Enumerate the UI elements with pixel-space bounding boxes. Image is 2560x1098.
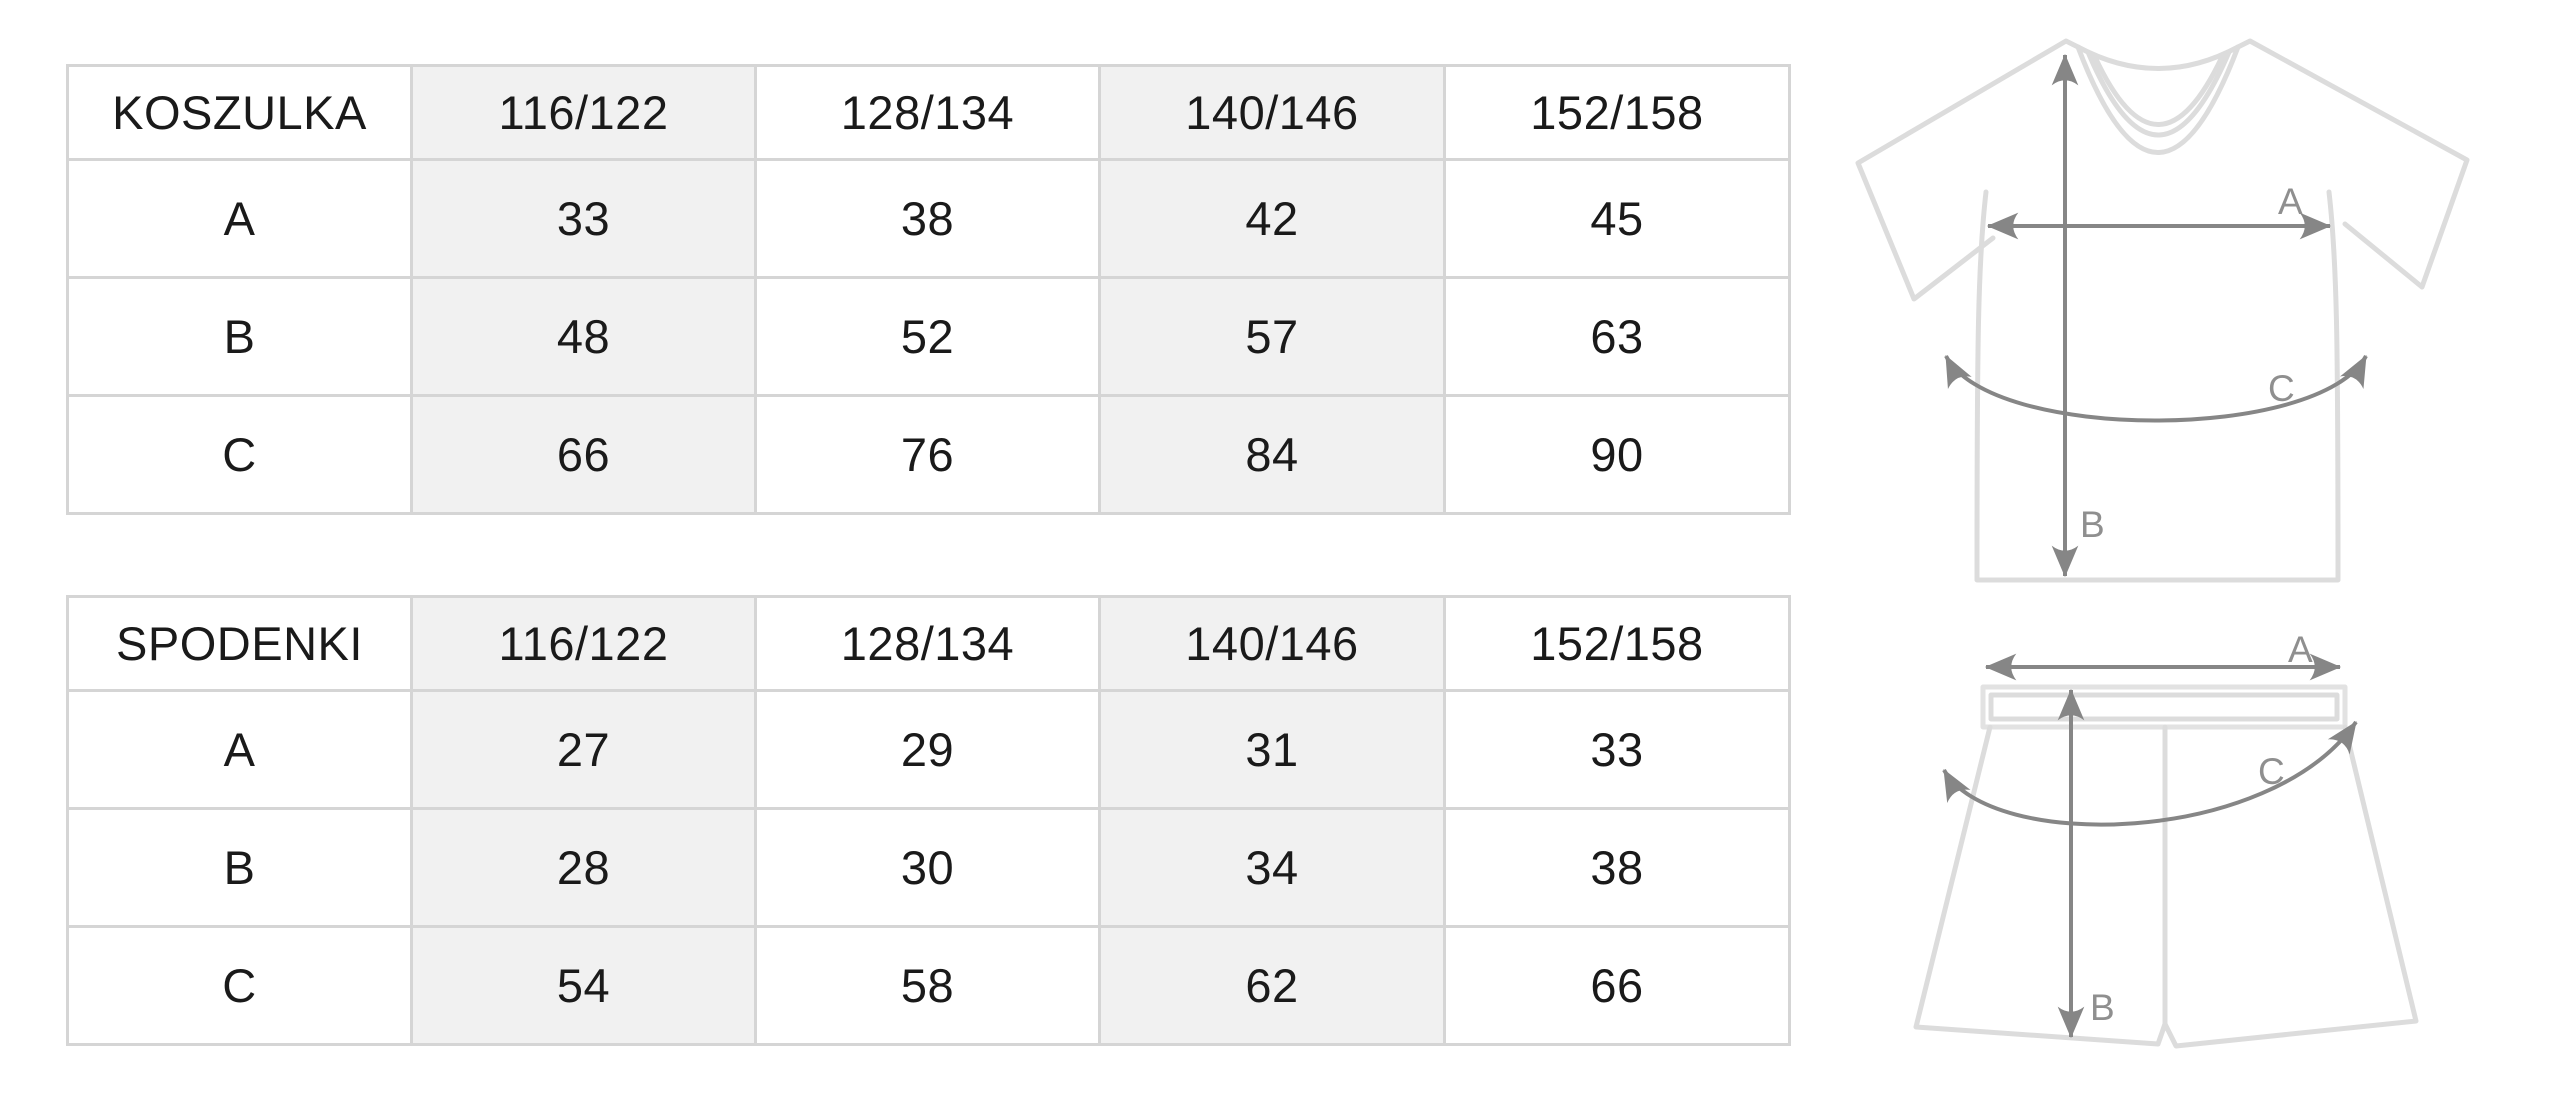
shorts-label-a: A (2288, 629, 2313, 670)
value-cell: 62 (1098, 925, 1446, 1046)
value-cell: 57 (1098, 276, 1446, 397)
value-cell: 63 (1443, 276, 1791, 397)
shorts-waistband-inner (1988, 692, 2340, 722)
tshirt-left-sleeve (1855, 38, 2081, 302)
value-cell: 42 (1098, 158, 1446, 279)
value-cell: 45 (1443, 158, 1791, 279)
value-cell: 66 (1443, 925, 1791, 1046)
value-cell: 90 (1443, 394, 1791, 515)
header-row: SPODENKI 116/122 128/134 140/146 152/158 (66, 595, 1791, 692)
size-table-koszulka: KOSZULKA 116/122 128/134 140/146 152/158… (66, 64, 1791, 515)
size-header-cell: 152/158 (1443, 64, 1791, 161)
table-title-cell: SPODENKI (66, 595, 413, 692)
tshirt-body-outline (1974, 189, 2341, 583)
row-label-cell: A (66, 158, 413, 279)
row-label-cell: C (66, 394, 413, 515)
tshirt-label-b: B (2080, 504, 2105, 545)
size-header-cell: 128/134 (754, 595, 1101, 692)
size-header-cell: 140/146 (1098, 595, 1446, 692)
measurement-row-c: C 66 76 84 90 (66, 394, 1791, 515)
tshirt-collar-inner (2085, 49, 2232, 138)
tshirt-label-c: C (2268, 368, 2295, 409)
measurement-row-b: B 28 30 34 38 (66, 807, 1791, 928)
row-label-cell: A (66, 689, 413, 810)
header-row: KOSZULKA 116/122 128/134 140/146 152/158 (66, 64, 1791, 161)
tshirt-collar-back (2075, 44, 2241, 71)
value-cell: 28 (410, 807, 757, 928)
value-cell: 58 (754, 925, 1101, 1046)
shorts-measurement-diagram: A B C (1913, 629, 2419, 1049)
row-label-cell: B (66, 276, 413, 397)
measurement-row-a: A 27 29 31 33 (66, 689, 1791, 810)
value-cell: 38 (1443, 807, 1791, 928)
measurement-row-b: B 48 52 57 63 (66, 276, 1791, 397)
tshirt-chest-arc-c (1944, 354, 2368, 423)
tshirt-measurement-diagram: A B C (1855, 38, 2470, 583)
value-cell: 84 (1098, 394, 1446, 515)
size-header-cell: 128/134 (754, 64, 1101, 161)
size-header-cell: 116/122 (410, 64, 757, 161)
row-label-cell: C (66, 925, 413, 1046)
value-cell: 31 (1098, 689, 1446, 810)
value-cell: 76 (754, 394, 1101, 515)
value-cell: 48 (410, 276, 757, 397)
value-cell: 34 (1098, 807, 1446, 928)
tshirt-collar-inner2 (2092, 54, 2225, 127)
table-title-cell: KOSZULKA (66, 64, 413, 161)
measurement-row-a: A 33 38 42 45 (66, 158, 1791, 279)
value-cell: 27 (410, 689, 757, 810)
shorts-label-c: C (2258, 751, 2285, 792)
value-cell: 30 (754, 807, 1101, 928)
tshirt-collar-outer (2075, 44, 2241, 155)
size-header-cell: 116/122 (410, 595, 757, 692)
value-cell: 29 (754, 689, 1101, 810)
value-cell: 66 (410, 394, 757, 515)
tshirt-label-a: A (2278, 181, 2303, 222)
size-header-cell: 140/146 (1098, 64, 1446, 161)
tshirt-right-sleeve (2235, 38, 2470, 290)
value-cell: 33 (410, 158, 757, 279)
value-cell: 33 (1443, 689, 1791, 810)
shorts-label-b: B (2090, 987, 2115, 1028)
shorts-hip-arc-c (1942, 720, 2358, 827)
value-cell: 52 (754, 276, 1101, 397)
measurement-row-c: C 54 58 62 66 (66, 925, 1791, 1046)
size-table-spodenki: SPODENKI 116/122 128/134 140/146 152/158… (66, 595, 1791, 1046)
size-header-cell: 152/158 (1443, 595, 1791, 692)
value-cell: 54 (410, 925, 757, 1046)
row-label-cell: B (66, 807, 413, 928)
value-cell: 38 (754, 158, 1101, 279)
